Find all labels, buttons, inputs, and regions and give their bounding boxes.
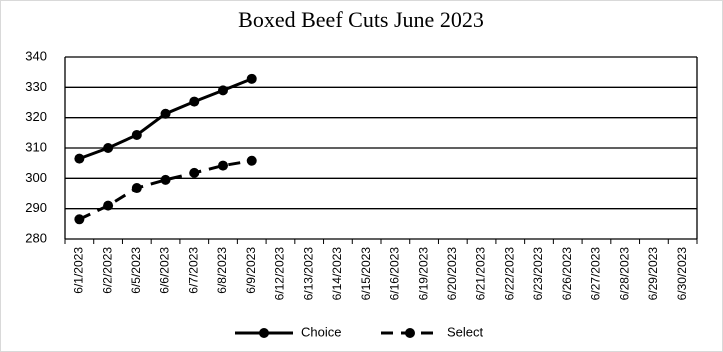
x-tick-label: 6/20/2023 xyxy=(445,247,459,301)
y-tick-label: 310 xyxy=(25,139,47,154)
point xyxy=(160,174,171,185)
y-tick-label: 320 xyxy=(25,109,47,124)
y-tick-label: 330 xyxy=(25,79,47,94)
chart-title: Boxed Beef Cuts June 2023 xyxy=(238,7,484,32)
y-tick-label: 340 xyxy=(25,48,47,63)
x-tick-label: 6/21/2023 xyxy=(474,247,488,301)
x-tick-label: 6/1/2023 xyxy=(72,247,86,294)
point xyxy=(103,200,114,211)
x-tick-label: 6/6/2023 xyxy=(158,247,172,294)
x-tick-label: 6/8/2023 xyxy=(215,247,229,294)
legend-marker xyxy=(259,328,269,338)
x-tick-label: 6/19/2023 xyxy=(416,247,430,301)
point xyxy=(246,73,257,84)
legend-marker xyxy=(405,328,415,338)
x-tick-label: 6/5/2023 xyxy=(129,247,143,294)
point xyxy=(160,108,171,119)
point xyxy=(131,129,142,140)
x-tick-label: 6/30/2023 xyxy=(675,247,689,301)
y-tick-label: 280 xyxy=(25,230,47,245)
x-tick-label: 6/15/2023 xyxy=(359,247,373,301)
x-tick-label: 6/7/2023 xyxy=(186,247,200,294)
point xyxy=(218,85,228,96)
x-tick-label: 6/27/2023 xyxy=(589,247,603,301)
point xyxy=(74,214,85,225)
x-tick-label: 6/26/2023 xyxy=(560,247,574,301)
point xyxy=(131,183,142,194)
x-tick-label: 6/29/2023 xyxy=(646,247,660,301)
x-tick-label: 6/9/2023 xyxy=(244,247,258,294)
point xyxy=(189,96,200,107)
x-tick-label: 6/23/2023 xyxy=(531,247,545,301)
legend-label: Choice xyxy=(301,324,341,339)
x-tick-label: 6/16/2023 xyxy=(388,247,402,301)
x-tick-label: 6/22/2023 xyxy=(502,247,516,301)
point xyxy=(103,143,114,153)
point xyxy=(74,153,85,164)
point xyxy=(218,160,228,171)
y-tick-label: 300 xyxy=(25,170,47,185)
x-tick-label: 6/28/2023 xyxy=(617,247,631,301)
legend-label: Select xyxy=(447,324,484,339)
y-tick-label: 290 xyxy=(25,200,47,215)
x-tick-label: 6/14/2023 xyxy=(330,247,344,301)
x-tick-label: 6/12/2023 xyxy=(273,247,287,301)
point xyxy=(189,167,200,178)
x-tick-label: 6/13/2023 xyxy=(301,247,315,301)
x-tick-label: 6/2/2023 xyxy=(100,247,114,294)
point xyxy=(246,155,257,166)
